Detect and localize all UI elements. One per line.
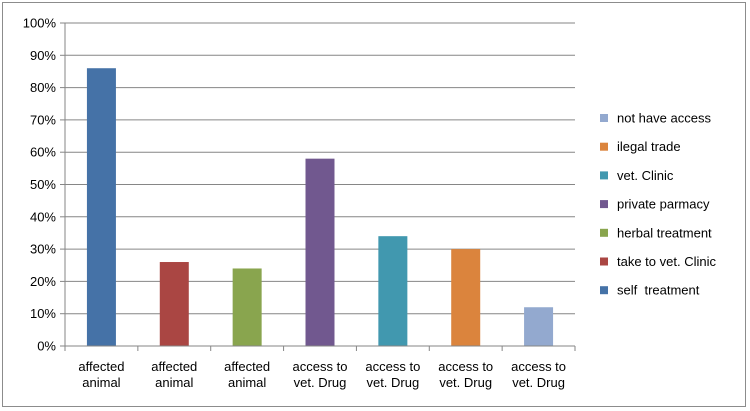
- x-tick-label: affected animal: [224, 359, 270, 390]
- y-tick-label: 30%: [30, 242, 56, 257]
- legend: not have access ilegal trade vet. Clinic pr…: [600, 111, 716, 298]
- bar: [524, 307, 554, 346]
- legend-label: not have access: [617, 111, 711, 126]
- legend-swatch: [600, 200, 608, 209]
- legend-label: vet. Clinic: [617, 168, 674, 183]
- y-tick-label: 100%: [23, 16, 57, 31]
- y-tick-label: 40%: [30, 209, 56, 224]
- y-tick-label: 50%: [30, 177, 56, 192]
- legend-swatch: [600, 142, 608, 151]
- legend-swatch: [600, 286, 608, 295]
- y-tick-label: 80%: [30, 80, 56, 95]
- y-tick-label: 60%: [30, 145, 56, 160]
- bar: [305, 158, 335, 346]
- y-axis-ticks: 0% 10% 20% 30% 40% 50% 60% 70% 80% 90% 100%: [23, 16, 65, 354]
- bar: [159, 262, 189, 346]
- bar: [378, 236, 408, 346]
- x-tick-label: access to vet. Drug: [293, 359, 348, 390]
- axes: [64, 23, 575, 347]
- legend-label: self treatment: [617, 283, 700, 298]
- legend-swatch: [600, 171, 608, 180]
- y-tick-label: 10%: [30, 306, 56, 321]
- y-tick-label: 20%: [30, 274, 56, 289]
- x-tick-label: access to vet. Drug: [511, 359, 566, 390]
- bars: [86, 68, 554, 346]
- legend-swatch: [600, 114, 608, 122]
- x-tick-label: affected animal: [151, 359, 197, 390]
- bar: [451, 249, 481, 346]
- x-tick-label: access to vet. Drug: [365, 359, 420, 390]
- bar: [86, 68, 116, 346]
- legend-label: ilegal trade: [617, 139, 681, 154]
- legend-label: private parmacy: [617, 197, 710, 212]
- bar: [232, 268, 262, 346]
- x-tick-label: affected animal: [78, 359, 124, 390]
- x-axis-ticks: affected animal affected animal affected anim…: [64, 346, 576, 390]
- y-tick-label: 90%: [30, 48, 56, 63]
- legend-label: herbal treatment: [617, 225, 712, 240]
- x-tick-label: access to vet. Drug: [438, 359, 493, 390]
- y-tick-label: 0%: [37, 339, 56, 354]
- y-tick-label: 70%: [30, 112, 56, 127]
- chart-frame: [2, 2, 746, 407]
- legend-label: take to vet. Clinic: [617, 254, 716, 269]
- legend-swatch: [600, 228, 608, 237]
- legend-swatch: [600, 257, 608, 266]
